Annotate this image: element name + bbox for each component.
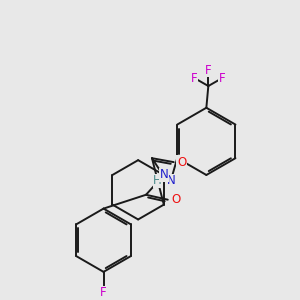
Text: F: F — [219, 72, 226, 85]
Text: F: F — [205, 64, 211, 77]
Text: F: F — [100, 286, 107, 299]
Text: N: N — [167, 174, 175, 188]
Text: O: O — [177, 156, 186, 169]
Text: F: F — [191, 72, 198, 85]
Text: N: N — [159, 169, 168, 182]
Text: O: O — [171, 193, 180, 206]
Text: H: H — [153, 174, 162, 188]
